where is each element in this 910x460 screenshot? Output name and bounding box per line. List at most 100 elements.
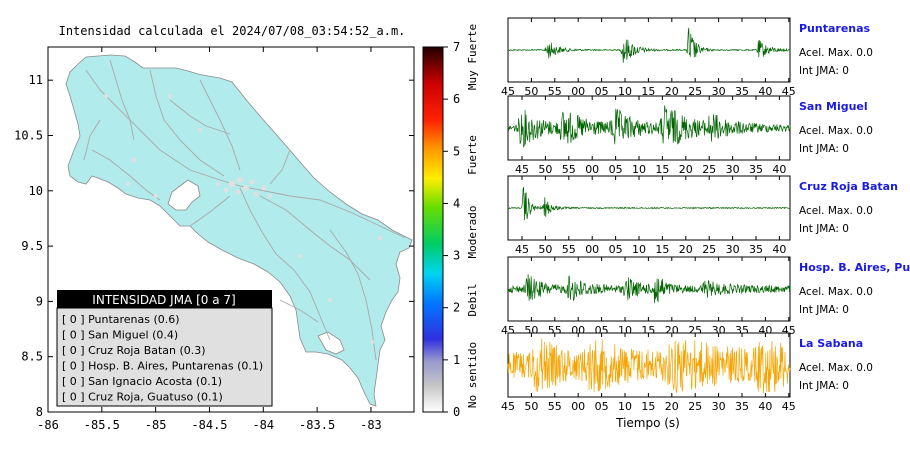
- acel-max-label: Acel. Max. 0.0: [799, 47, 873, 59]
- seismo-tick-label: 30: [726, 163, 740, 176]
- seismogram-panel: 45 50 55 00 05 10 15 20 25 30 35 40 45 La Sabana Acel.…: [501, 332, 873, 413]
- legend-title-bar: [57, 290, 272, 308]
- waveform-trace: [507, 105, 791, 148]
- seismo-tick-label: 00: [585, 243, 599, 256]
- seismo-tick-label: 25: [688, 85, 702, 98]
- seismo-tick-label: 15: [641, 85, 655, 98]
- seismo-tick-label: 05: [609, 243, 623, 256]
- intensity-map: Intensidad calculada el 2024/07/08_03:54…: [14, 24, 415, 432]
- seismo-tick-label: 10: [632, 163, 646, 176]
- map-y-tick-label: 9.5: [21, 239, 43, 253]
- seismo-tick-label: 35: [749, 163, 763, 176]
- colorbar-gradient: [422, 46, 444, 413]
- map-axes: -86 -85.5 -85 -84.5 -84 -83.5 -83 11 10.5 10 9.5 9 8…: [14, 47, 414, 432]
- seismo-tick-label: 50: [524, 85, 538, 98]
- seismo-tick-label: 45: [782, 85, 796, 98]
- map-x-tick-label: -85: [145, 418, 167, 432]
- station-name: Puntarenas: [799, 22, 871, 35]
- map-x-tick-label: -83: [360, 418, 382, 432]
- int-jma-label: Int JMA: 0: [799, 304, 849, 316]
- road-network: [83, 59, 406, 361]
- colorbar-tick-label: 0: [453, 405, 460, 419]
- legend-row: [ 0 ] San Ignacio Acosta (0.1): [62, 375, 222, 388]
- seismo-tick-label: 15: [655, 243, 669, 256]
- seismo-tick-label: 45: [515, 163, 529, 176]
- seismo-tick-label: 55: [562, 243, 576, 256]
- seismo-tick-label: 20: [679, 243, 693, 256]
- seismo-tick-label: 20: [679, 163, 693, 176]
- legend-body: [56, 307, 273, 407]
- seismogram-panel: 45 50 55 00 05 10 15 20 25 30 35 40 45 Puntarenas Acel…: [501, 17, 873, 98]
- seismo-tick-label: 15: [655, 163, 669, 176]
- seismo-tick-label: 40: [772, 243, 786, 256]
- seismo-tick-label: 25: [702, 163, 716, 176]
- seismo-tick-label: 55: [548, 400, 562, 413]
- seismo-tick-label: 15: [641, 400, 655, 413]
- legend-row: [ 0 ] San Miguel (0.4): [62, 329, 178, 342]
- seismo-tick-label: 20: [665, 85, 679, 98]
- legend-row: [ 0 ] Puntarenas (0.6): [62, 313, 180, 326]
- seismo-tick-label: 40: [758, 400, 772, 413]
- map-x-tick-label: -84: [252, 418, 274, 432]
- colorbar-tick-label: 7: [453, 40, 460, 54]
- colorbar-tick-label: 6: [453, 92, 460, 106]
- seismo-tick-label: 45: [501, 400, 515, 413]
- intensity-colorbar: 7 6 5 4 3 2 1 0 Muy Fuerte Fuerte Moderado Debil No…: [422, 24, 479, 419]
- map-y-tick-label: 11: [29, 73, 43, 87]
- seismo-tick-label: 10: [618, 85, 632, 98]
- seismo-tick-label: 30: [712, 400, 726, 413]
- station-name: San Miguel: [799, 100, 868, 113]
- map-y-tick-label: 8: [36, 405, 43, 419]
- seismo-tick-label: 35: [749, 243, 763, 256]
- acel-max-label: Acel. Max. 0.0: [799, 205, 873, 217]
- station-name: Hosp. B. Aires, Puntare: [799, 261, 910, 274]
- seismo-tick-label: 25: [688, 400, 702, 413]
- seismo-tick-label: 40: [772, 163, 786, 176]
- map-x-tick-label: -86: [37, 418, 59, 432]
- map-x-tick-label: -83.5: [299, 418, 335, 432]
- legend-row: [ 0 ] Cruz Roja Batan (0.3): [62, 344, 206, 357]
- seismo-tick-label: 45: [501, 85, 515, 98]
- gulf-of-nicoya: [167, 179, 201, 211]
- seismo-tick-label: 55: [548, 85, 562, 98]
- seismo-tick-label: 30: [712, 85, 726, 98]
- colorbar-tick-label: 1: [453, 353, 460, 367]
- seismo-tick-label: 05: [595, 400, 609, 413]
- colorbar-category-label: Muy Fuerte: [466, 24, 479, 90]
- seismo-tick-label: 45: [782, 400, 796, 413]
- waveform-trace: [507, 338, 791, 394]
- map-y-tick-label: 10.5: [14, 128, 43, 142]
- seismo-tick-label: 30: [726, 243, 740, 256]
- seismo-tick-label: 00: [571, 85, 585, 98]
- seismo-tick-label: 20: [665, 400, 679, 413]
- acel-max-label: Acel. Max. 0.0: [799, 125, 873, 137]
- seismo-tick-label: 50: [538, 243, 552, 256]
- waveform-trace: [507, 186, 791, 221]
- seismo-tick-label: 40: [758, 85, 772, 98]
- golfo-dulce: [317, 331, 345, 355]
- colorbar-category-label: No sentido: [466, 342, 479, 408]
- colorbar-tick-label: 2: [453, 301, 460, 315]
- int-jma-label: Int JMA: 0: [799, 380, 849, 392]
- acel-max-label: Acel. Max. 0.0: [799, 362, 873, 374]
- colorbar-tick-label: 3: [453, 249, 460, 263]
- seismo-tick-label: 05: [595, 85, 609, 98]
- waveform-trace: [507, 274, 791, 304]
- seismogram-frame: [507, 95, 791, 161]
- colorbar-category-label: Moderado: [466, 206, 479, 259]
- legend-title: INTENSIDAD JMA [0 a 7]: [92, 293, 235, 307]
- station-name: La Sabana: [799, 337, 863, 350]
- seismo-tick-label: 50: [524, 400, 538, 413]
- map-x-tick-label: -85.5: [84, 418, 120, 432]
- seismo-tick-label: 25: [702, 243, 716, 256]
- colorbar-category-label: Fuerte: [466, 135, 479, 175]
- colorbar-ticks: 7 6 5 4 3 2 1 0: [443, 40, 460, 419]
- acel-max-label: Acel. Max. 0.0: [799, 286, 873, 298]
- int-jma-label: Int JMA: 0: [799, 223, 849, 235]
- colorbar-categories: Muy Fuerte Fuerte Moderado Debil No sentido: [466, 24, 479, 408]
- legend-row: [ 0 ] Hosp. B. Aires, Puntarenas (0.1): [62, 360, 263, 373]
- seismogram-panel: 45 50 55 00 05 10 15 20 25 30 35 40 San Miguel Acel. …: [507, 95, 873, 176]
- seismogram-panel: 45 50 55 00 05 10 15 20 25 30 35 40 Cruz Roja Batan A…: [507, 175, 898, 256]
